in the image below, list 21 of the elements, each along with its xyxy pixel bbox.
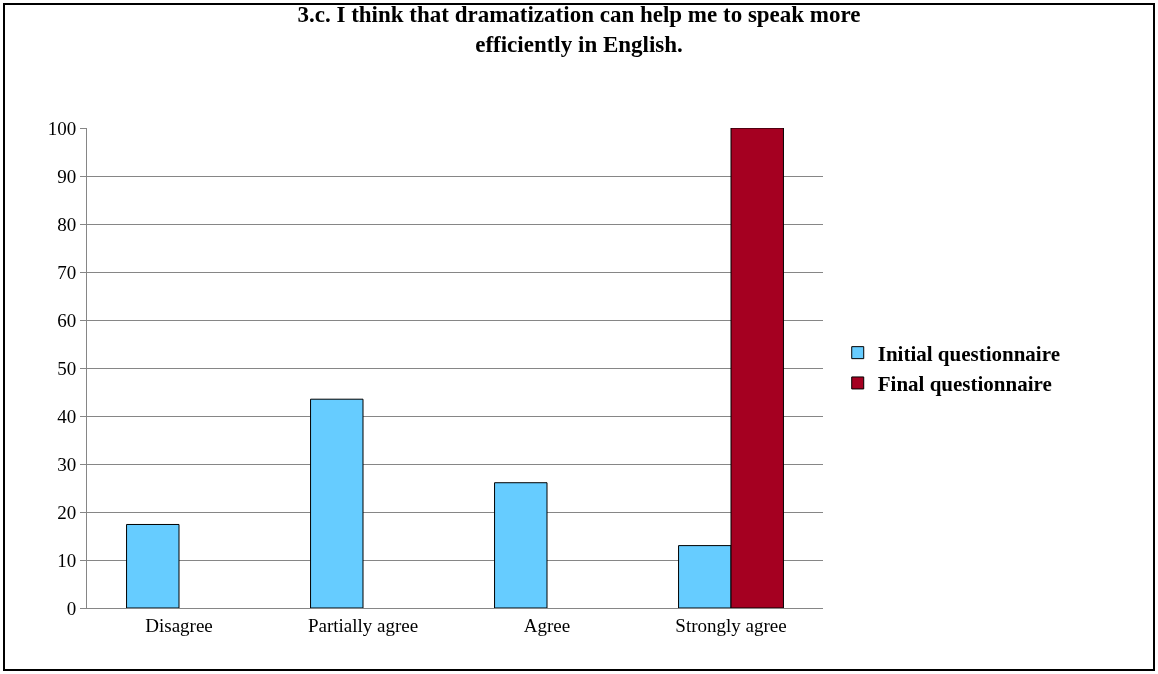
y-tick-label: 50 xyxy=(57,357,77,379)
legend-label: Initial questionnaire xyxy=(877,341,1060,366)
y-tick-label: 90 xyxy=(57,165,77,187)
x-tick-label: Partially agree xyxy=(307,614,419,636)
x-tick-label: Disagree xyxy=(145,614,213,636)
y-tick-label: 100 xyxy=(47,117,77,139)
y-tick-label: 20 xyxy=(57,501,77,523)
y-tick-label: 60 xyxy=(57,309,77,331)
bar xyxy=(310,398,364,608)
y-tick-label: 0 xyxy=(66,597,77,619)
bar xyxy=(126,523,180,608)
y-tick-label: 10 xyxy=(57,549,77,571)
y-tick-label: 70 xyxy=(57,261,77,283)
bar xyxy=(494,482,548,608)
y-tick-label: 40 xyxy=(57,405,77,427)
x-tick-label: Strongly agree xyxy=(675,614,787,636)
legend-label: Final questionnaire xyxy=(877,372,1052,397)
chart-title: 3.c. I think that dramatization can help me to speak more efficiently in English. xyxy=(297,1,861,57)
y-tick-label: 30 xyxy=(57,453,77,475)
y-tick-label: 80 xyxy=(57,213,77,235)
x-tick-label: Agree xyxy=(523,614,571,636)
